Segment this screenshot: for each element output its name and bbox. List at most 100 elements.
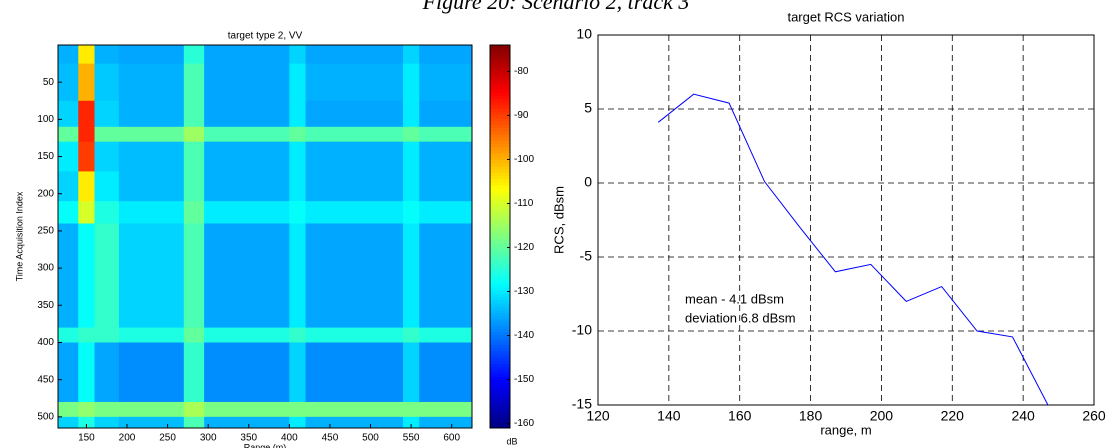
heat-cell (78, 342, 96, 403)
colorbar-swatch (490, 399, 510, 403)
heat-cell (305, 223, 404, 329)
heat-cell (419, 416, 473, 429)
colorbar-swatch (490, 182, 510, 186)
colorbar-swatch (490, 60, 510, 65)
colorbar-tick-label: -130 (514, 286, 534, 297)
colorbar-swatch (490, 121, 510, 126)
heat-cell (94, 45, 120, 65)
heat-cell (94, 63, 120, 102)
heat-cell (289, 100, 307, 128)
colorbar-swatch (490, 159, 510, 164)
figure-caption: Figure 20: Scenario 2, track 3 (422, 0, 690, 14)
heat-cell (305, 63, 404, 102)
heat-cell (58, 171, 79, 202)
heat-cell (183, 171, 205, 202)
colorbar-swatch (490, 153, 510, 158)
x-tick-label: 600 (443, 433, 460, 444)
colorbar-swatch (490, 188, 510, 193)
heat-cell (419, 126, 473, 143)
colorbar-tick-label: -80 (514, 66, 529, 77)
heat-cell (183, 327, 205, 343)
colorbar-swatch (490, 150, 510, 155)
y-tick-label: 50 (43, 77, 55, 88)
x-tick-label: 200 (119, 433, 136, 444)
heat-cell (118, 45, 185, 65)
heat-cell (403, 171, 420, 202)
heat-cell (78, 416, 96, 429)
heat-cell (305, 45, 404, 65)
heat-cell (289, 171, 307, 202)
heat-cell (183, 63, 205, 102)
colorbar-swatch (490, 373, 510, 378)
colorbar-swatch (490, 354, 510, 359)
heat-cell (118, 416, 185, 429)
colorbar-swatch (490, 367, 510, 372)
heat-cell (403, 63, 420, 102)
colorbar-swatch (490, 201, 510, 206)
heat-cell (204, 327, 290, 343)
colorbar-swatch (490, 258, 510, 263)
colorbar-swatch (490, 67, 510, 72)
colorbar-swatch (490, 277, 510, 282)
colorbar-swatch (490, 338, 510, 343)
colorbar-label: dB (506, 436, 517, 446)
colorbar-swatch (490, 332, 510, 336)
y-tick-label: 250 (37, 226, 54, 237)
colorbar-swatch (490, 172, 510, 177)
colorbar-swatch (490, 274, 510, 279)
colorbar-swatch (490, 297, 510, 301)
plot-frame (597, 34, 1095, 406)
colorbar-swatch (490, 364, 510, 368)
colorbar-swatch (490, 284, 510, 289)
colorbar-swatch (490, 115, 510, 119)
heat-cell (58, 141, 79, 172)
colorbar-swatch (490, 287, 510, 292)
heat-cell (78, 327, 96, 343)
heat-cell (94, 201, 120, 224)
colorbar-swatch (490, 214, 510, 218)
heat-cell (403, 342, 420, 403)
heat-cell (403, 223, 420, 329)
colorbar-swatch (490, 329, 510, 333)
y-tick-label: -5 (580, 248, 593, 264)
colorbar-swatch (490, 351, 510, 356)
heat-cell (94, 223, 120, 329)
y-tick-label: 150 (37, 151, 54, 162)
heat-cell (183, 126, 205, 143)
heat-cell (78, 223, 96, 329)
heat-cell (305, 327, 404, 343)
colorbar-swatch (490, 134, 510, 139)
colorbar-swatch (490, 99, 510, 103)
x-tick-label: 400 (281, 433, 298, 444)
colorbar-swatch (490, 271, 510, 276)
heat-cell (204, 342, 290, 403)
heat-cell (289, 141, 307, 172)
colorbar-swatch (490, 386, 510, 391)
heat-cell (94, 401, 120, 418)
x-tick-label: 180 (799, 408, 823, 424)
heat-cell (118, 342, 185, 403)
heat-cell (58, 223, 79, 329)
chart-title: target RCS variation (787, 9, 904, 24)
colorbar-swatch (490, 402, 510, 407)
heat-cell (204, 201, 290, 224)
colorbar-swatch (490, 293, 510, 298)
colorbar-swatch (490, 217, 510, 222)
y-tick-label: -15 (572, 396, 592, 412)
heat-cell (204, 100, 290, 128)
heat-cell (419, 141, 473, 172)
x-tick-label: 150 (78, 433, 95, 444)
colorbar-swatch (490, 147, 510, 151)
x-tick-label: 300 (200, 433, 217, 444)
heat-cell (204, 126, 290, 143)
colorbar-swatch (490, 156, 510, 161)
colorbar-swatch (490, 341, 510, 346)
colorbar-swatch (490, 233, 510, 237)
data-line (657, 93, 1049, 406)
heat-cell (419, 401, 473, 418)
x-tick-label: 240 (1011, 408, 1035, 424)
colorbar-swatch (490, 54, 510, 59)
colorbar-swatch (490, 89, 510, 94)
heat-cell (204, 171, 290, 202)
colorbar-swatch (490, 392, 510, 397)
